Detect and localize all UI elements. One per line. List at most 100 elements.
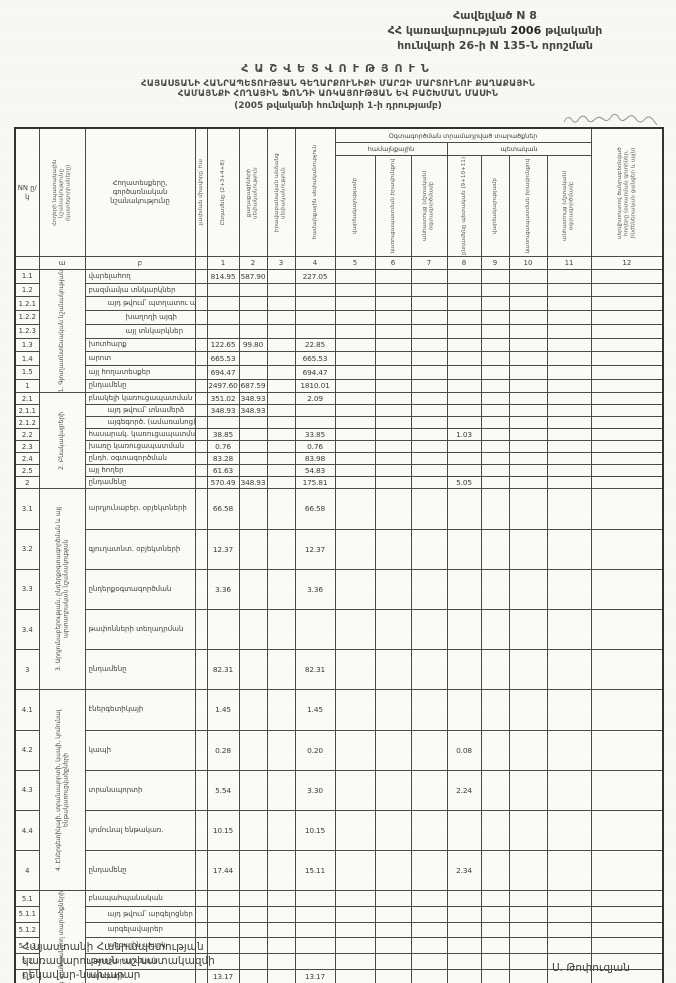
numbering-cell-7: 4 [294, 256, 336, 270]
appendix-line-2: ՀՀ կառավարության 2006 թվականի [387, 24, 603, 37]
header-group-use: Օգտագործման տրամադրված տարածքներ [334, 127, 592, 143]
value-c4 [294, 890, 336, 907]
value-c1: 61.63 [206, 464, 240, 478]
value-c8 [446, 890, 482, 907]
header-c10: կառուցապատման իրավունքով [508, 155, 548, 257]
value-c6 [374, 488, 412, 530]
row-code: 2.1.1 [14, 404, 40, 418]
value-c10 [508, 968, 548, 983]
value-c6 [374, 269, 412, 284]
value-c7 [410, 378, 448, 394]
value-c2 [238, 568, 268, 610]
row-label: առողջարարական [88, 956, 158, 965]
value-c1: 10.15 [206, 809, 240, 852]
value-c10 [508, 921, 548, 939]
value-c10 [508, 649, 548, 691]
row-code: 3 [14, 649, 40, 691]
value-c12 [590, 310, 664, 325]
value-c12 [590, 769, 664, 811]
row-label: այլ հողեր [88, 466, 124, 475]
header-landtype: Հողատեսքերը, գործառնական նշանակությունը [84, 127, 196, 257]
value-c6 [374, 364, 412, 380]
value-c6 [374, 968, 412, 983]
value-c5 [334, 488, 376, 530]
row-code: 1.3 [14, 337, 40, 353]
numbering-cell-0 [14, 256, 40, 270]
row-code: 1.2.3 [14, 323, 40, 339]
unit-cell [194, 649, 208, 691]
header-c4: համայնքային սեփականություն [294, 127, 336, 257]
header-c4-label: համայնքային սեփականություն [311, 145, 318, 240]
value-c2 [238, 769, 268, 811]
value-c6 [374, 769, 412, 811]
value-c7 [410, 689, 448, 731]
value-c4: 1.45 [294, 689, 336, 731]
handwritten-note [563, 113, 658, 126]
value-c1 [206, 905, 240, 923]
value-c8 [446, 323, 482, 339]
header-row-number: NN ը/կ [14, 127, 40, 257]
row-label-cell: այգեգործ. (ամառանոց) [84, 416, 196, 430]
row-label-cell: խառը կառուցապատման [84, 440, 196, 454]
unit-cell [194, 921, 208, 939]
value-c1: 82.31 [206, 649, 240, 691]
value-c1 [206, 296, 240, 312]
value-c1: 66.58 [206, 488, 240, 530]
row-label-cell: այդ թվում՝ պտղատու այգի [84, 296, 196, 312]
value-c2 [238, 729, 268, 771]
value-c12 [590, 568, 664, 610]
row-label-cell: այլ հողեր [84, 464, 196, 478]
row-code: 5.1.1 [14, 905, 40, 923]
value-c6 [374, 890, 412, 907]
value-c5 [334, 428, 376, 442]
numbering-cell-2: բ [84, 256, 196, 270]
value-c8: 1.03 [446, 428, 482, 442]
value-c2 [238, 937, 268, 954]
value-c4: 66.58 [294, 488, 336, 530]
value-c7 [410, 649, 448, 691]
value-c4: 13.17 [294, 968, 336, 983]
value-c5 [334, 608, 376, 651]
row-label: բնակելի կառուցապատման [88, 394, 193, 403]
value-c6 [374, 476, 412, 490]
value-c8 [446, 378, 482, 394]
value-c1: 348.93 [206, 404, 240, 418]
row-label-cell: վարելահող [84, 269, 196, 284]
table-row: 3.3 ընդերքօգտագործման 3.36 3.36 [14, 568, 664, 610]
value-c10 [508, 729, 548, 771]
row-label: էներգետիկայի [88, 705, 144, 714]
table-row: 2.3 խառը կառուցապատման 0.76 0.76 [14, 440, 664, 454]
row-label: խառը կառուցապատման [88, 442, 185, 451]
value-c11 [546, 476, 592, 490]
value-c3 [266, 416, 296, 430]
value-c1: 17.44 [206, 850, 240, 892]
value-c1: 83.28 [206, 452, 240, 466]
table-row: 5.1.2 արգելավայրեր [14, 921, 664, 939]
row-code: 2 [14, 476, 40, 490]
table-row: 4.2 կապի 0.28 0.20 0.08 [14, 729, 664, 771]
value-c12 [590, 890, 664, 907]
value-c6 [374, 905, 412, 923]
value-c4: 22.85 [294, 337, 336, 353]
unit-cell [194, 729, 208, 771]
value-c8: 0.08 [446, 729, 482, 771]
value-c12 [590, 323, 664, 339]
value-c1: 0.28 [206, 729, 240, 771]
value-c8 [446, 528, 482, 570]
row-label-cell: գյուղատնտ. օբյեկտների [84, 528, 196, 570]
value-c5 [334, 310, 376, 325]
value-c11 [546, 310, 592, 325]
value-c8 [446, 649, 482, 691]
value-c11 [546, 937, 592, 954]
unit-cell [194, 850, 208, 892]
value-c6 [374, 337, 412, 353]
value-c9 [480, 850, 510, 892]
numbering-cell-15: 12 [590, 256, 664, 270]
value-c4: 3.36 [294, 568, 336, 610]
value-c10 [508, 528, 548, 570]
value-c8 [446, 921, 482, 939]
value-c1: 0.76 [206, 440, 240, 454]
value-c5 [334, 568, 376, 610]
section-label-cell: 5. Հատուկ պահպանվող տարածքների [38, 890, 86, 983]
header-c1-label: Ընդամենը (2+3+4+8) [219, 159, 226, 226]
